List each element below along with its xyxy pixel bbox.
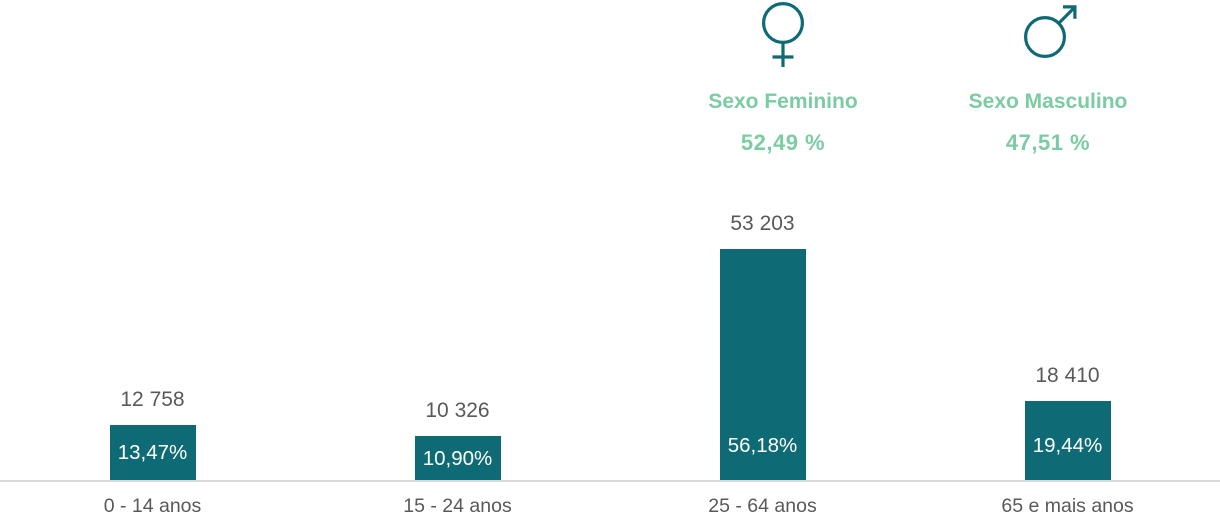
percent-label: 56,18% <box>727 434 798 457</box>
percent-label: 19,44% <box>1032 434 1103 457</box>
male-percent: 47,51 % <box>1005 130 1091 155</box>
x-axis-line <box>0 480 1220 482</box>
male-summary: Sexo Masculino 47,51 % <box>938 90 1158 156</box>
bar: 56,18% <box>719 249 806 481</box>
female-summary: Sexo Feminino 52,49 % <box>673 90 893 156</box>
age-group-column-15-24: 10 326 10,90% 15 - 24 anos <box>305 0 610 522</box>
category-label: 0 - 14 anos <box>103 495 202 517</box>
category-label: 65 e mais anos <box>1001 495 1134 517</box>
female-percent: 52,49 % <box>740 130 826 155</box>
count-label: 10 326 <box>425 399 490 422</box>
age-group-column-25-64: 53 203 56,18% 25 - 64 anos <box>610 0 915 522</box>
count-label: 18 410 <box>1035 364 1100 387</box>
age-group-column-0-14: 12 758 13,47% 0 - 14 anos <box>0 0 305 522</box>
male-gender-icon <box>1024 5 1077 58</box>
female-gender-icon <box>762 2 804 67</box>
bar: 10,90% <box>414 436 501 481</box>
count-label: 53 203 <box>730 212 795 235</box>
percent-label: 10,90% <box>422 446 493 470</box>
age-group-column-65-plus: 18 410 19,44% 65 e mais anos <box>915 0 1220 522</box>
bar: 13,47% <box>109 425 196 481</box>
female-label: Sexo Feminino <box>708 90 858 113</box>
percent-label: 13,47% <box>117 441 188 464</box>
bar: 19,44% <box>1024 401 1111 481</box>
count-label: 12 758 <box>120 388 185 411</box>
category-label: 25 - 64 anos <box>708 495 817 517</box>
category-label: 15 - 24 anos <box>403 495 512 517</box>
male-label: Sexo Masculino <box>968 90 1128 113</box>
